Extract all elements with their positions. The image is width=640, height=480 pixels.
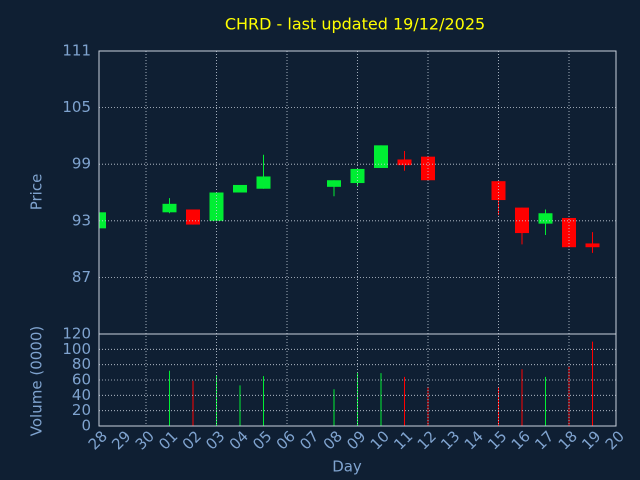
x-tick-label: 14 — [461, 427, 487, 453]
volume-tick-label: 60 — [72, 371, 91, 389]
x-tick-label: 17 — [531, 427, 557, 453]
y-tick-label: 111 — [62, 42, 91, 60]
candle-body — [397, 159, 412, 166]
x-tick-label: 08 — [320, 427, 346, 453]
y-tick-label: 105 — [62, 98, 91, 116]
candle-body — [162, 203, 177, 213]
y-tick-label: 99 — [72, 155, 91, 173]
candle-body — [233, 184, 247, 193]
candle-body — [256, 176, 271, 189]
candle-body — [491, 181, 506, 201]
x-tick-label: 05 — [249, 427, 275, 453]
x-tick-label: 02 — [179, 427, 205, 453]
candle-body — [350, 168, 365, 184]
candle-body — [186, 209, 200, 225]
x-tick-label: 03 — [202, 427, 228, 453]
x-tick-label: 19 — [578, 427, 604, 453]
volume-tick-label: 0 — [81, 417, 91, 435]
plot — [99, 145, 600, 426]
candle-body — [538, 213, 553, 224]
x-tick-label: 18 — [555, 427, 581, 453]
x-tick-label: 29 — [108, 427, 134, 453]
volume-tick-label: 80 — [72, 355, 91, 373]
x-tick-label: 04 — [226, 427, 252, 453]
y-tick-label: 93 — [72, 211, 91, 229]
x-tick-label: 13 — [437, 427, 463, 453]
x-tick-label: 12 — [414, 427, 440, 453]
x-tick-label: 30 — [132, 427, 158, 453]
candle-body — [515, 207, 529, 234]
candle-body — [562, 217, 576, 248]
y-tick-label: 87 — [72, 268, 91, 286]
volume-frame — [98, 333, 617, 427]
x-axis-label: Day — [332, 458, 362, 476]
candle-body — [585, 243, 600, 248]
x-tick-label: 15 — [484, 427, 510, 453]
volume-axis-label: Volume (0000) — [28, 326, 46, 436]
x-tick-label: 01 — [155, 427, 181, 453]
volume-tick-label: 120 — [62, 325, 91, 343]
candle-body — [209, 192, 224, 221]
candle-body — [374, 145, 388, 168]
candle-body — [99, 212, 106, 229]
x-tick-label: 07 — [296, 427, 322, 453]
x-tick-label: 11 — [390, 427, 416, 453]
volume-tick-label: 20 — [72, 401, 91, 419]
candle-body — [327, 180, 341, 187]
y-axis-label: Price — [28, 174, 46, 211]
x-tick-label: 16 — [508, 427, 534, 453]
x-tick-label: 10 — [367, 427, 393, 453]
x-tick-label: 06 — [273, 427, 299, 453]
x-tick-label: 20 — [602, 427, 628, 453]
chart-title: CHRD - last updated 19/12/2025 — [225, 15, 485, 34]
volume-tick-label: 40 — [72, 386, 91, 404]
volume-tick-label: 100 — [62, 340, 91, 358]
x-tick-label: 09 — [343, 427, 369, 453]
